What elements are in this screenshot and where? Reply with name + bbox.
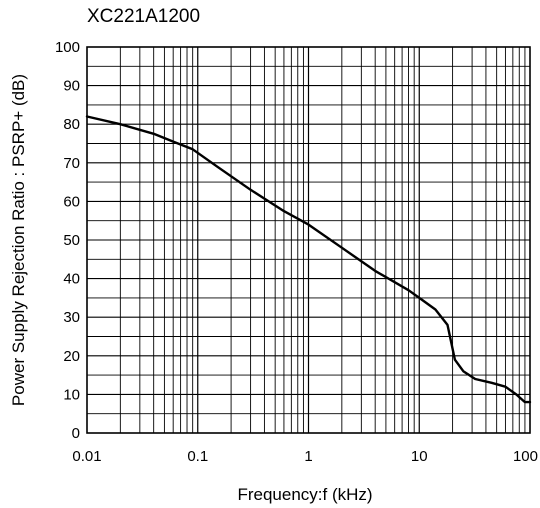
x-tick-label: 1 (304, 448, 312, 465)
y-tick-label: 100 (55, 39, 80, 56)
y-tick-label: 80 (63, 116, 80, 133)
x-tick-label: 0.01 (72, 448, 101, 465)
y-tick-label: 50 (63, 232, 80, 249)
grid (87, 47, 530, 433)
y-tick-label: 10 (63, 386, 80, 403)
y-tick-label: 0 (72, 425, 80, 442)
x-tick-labels: 0.01 0.1 1 10 100 (72, 448, 538, 465)
x-tick-label: 100 (513, 448, 538, 465)
x-tick-label: 10 (411, 448, 428, 465)
series-layer (85, 115, 532, 404)
y-tick-label: 90 (63, 78, 80, 95)
x-axis-label: Frequency:f (kHz) (237, 485, 372, 504)
y-axis-label: Power Supply Rejection Ratio : PSRP+ (dB… (9, 74, 28, 406)
y-tick-label: 70 (63, 155, 80, 172)
x-tick-label: 0.1 (187, 448, 208, 465)
y-tick-label: 20 (63, 348, 80, 365)
y-tick-label: 40 (63, 271, 80, 288)
y-tick-label: 30 (63, 309, 80, 326)
y-tick-label: 60 (63, 193, 80, 210)
psrr-curve (85, 115, 532, 404)
chart-title: XC221A1200 (87, 6, 200, 27)
plot-frame (86, 46, 531, 434)
y-tick-labels: 0 10 20 30 40 50 60 70 80 90 100 (55, 39, 80, 442)
